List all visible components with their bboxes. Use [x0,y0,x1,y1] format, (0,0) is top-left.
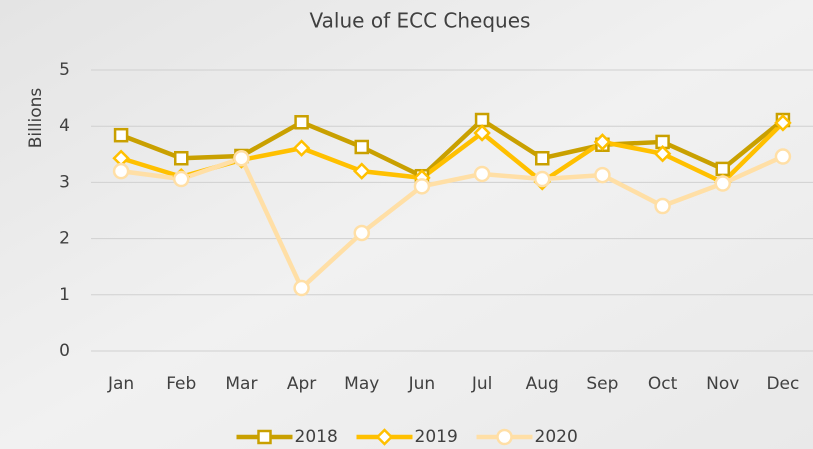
data-point [296,116,308,128]
x-tick-label: Dec [766,374,799,394]
data-point [595,168,609,182]
y-tick-label: 0 [59,341,70,361]
data-point [355,226,369,240]
data-point [656,199,670,213]
data-point [175,152,187,164]
data-point [174,172,188,186]
legend-label: 2020 [535,427,578,447]
y-tick-label: 2 [59,229,70,249]
data-point [234,151,248,165]
x-tick-label: May [344,374,379,394]
data-point [114,164,128,178]
data-point [295,281,309,295]
chart: Value of ECC Cheques Billions 0 1 2 3 4 5 Jan F… [0,0,813,449]
x-tick-label: Jul [471,374,493,394]
y-tick-label: 5 [59,60,70,80]
y-tick-label: 3 [59,172,70,192]
x-tick-label: Oct [648,374,678,394]
x-tick-label: Feb [166,374,196,394]
chart-title: Value of ECC Cheques [310,9,531,33]
x-tick-label: Apr [287,374,316,394]
x-tick-label: Mar [225,374,257,394]
y-axis-label: Billions [26,88,46,149]
y-tick-label: 1 [59,285,70,305]
data-point [535,172,549,186]
data-point [717,163,729,175]
x-tick-label: Nov [706,374,739,394]
data-point [475,167,489,181]
x-tick-label: Jan [107,374,134,394]
legend-label: 2018 [295,427,338,447]
data-point [356,141,368,153]
data-point [115,129,127,141]
data-point [776,150,790,164]
legend-marker [259,431,271,443]
legend-label: 2019 [415,427,458,447]
x-tick-label: Jun [408,374,436,394]
y-tick-label: 4 [59,116,70,136]
data-point [415,179,429,193]
x-tick-label: Sep [586,374,618,394]
data-point [716,177,730,191]
x-tick-label: Aug [526,374,559,394]
legend-marker [498,430,512,444]
data-point [536,152,548,164]
